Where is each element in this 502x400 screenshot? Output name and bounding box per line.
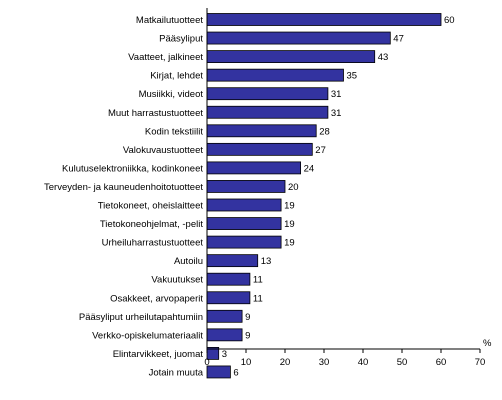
category-label-10: Tietokoneet, oheislaitteet [98, 201, 204, 212]
bar-2 [206, 50, 376, 63]
category-label-4: Musiikki, videot [139, 89, 204, 100]
value-label-8: 24 [304, 163, 315, 174]
value-label-4: 31 [331, 89, 342, 100]
value-label-7: 27 [315, 145, 326, 156]
bar-8 [206, 161, 301, 175]
x-axis-ticks: 0 10 20 30 40 50 60 70 [204, 349, 485, 368]
bar-6 [206, 124, 317, 138]
category-label-6: Kodin tekstiilit [145, 126, 203, 137]
category-label-2: Vaatteet, jalkineet [128, 52, 203, 63]
x-axis-unit-label: % [483, 338, 492, 349]
category-label-9: Terveyden- ja kauneudenhoitotuotteet [44, 182, 203, 193]
value-label-2: 43 [378, 52, 389, 63]
bar-7 [206, 142, 313, 156]
category-labels: Matkailutuotteet Pääsyliput Vaatteet, jalk… [44, 15, 204, 378]
value-label-17: 9 [245, 330, 250, 341]
x-tick-label-4: 40 [358, 357, 369, 368]
value-label-18: 3 [222, 349, 227, 360]
category-label-11: Tietokoneohjelmat, -pelit [100, 219, 204, 230]
x-tick-label-7: 70 [475, 357, 486, 368]
bar-11 [206, 217, 282, 230]
category-label-7: Valokuvaustuotteet [123, 145, 203, 156]
value-label-5: 31 [331, 108, 342, 119]
value-label-10: 19 [284, 201, 295, 212]
bar-12 [206, 235, 282, 249]
value-label-13: 13 [261, 256, 272, 267]
value-label-9: 20 [288, 182, 299, 193]
bar-4 [206, 87, 329, 101]
value-label-12: 19 [284, 238, 295, 249]
value-label-3: 35 [347, 71, 358, 82]
category-label-8: Kulutuselektroniikka, kodinkoneet [62, 163, 203, 174]
bar-16 [206, 309, 243, 323]
bar-15 [206, 291, 251, 305]
bar-19 [206, 365, 231, 379]
category-label-15: Osakkeet, arvopaperit [110, 293, 203, 304]
x-tick-label-1: 10 [241, 357, 252, 368]
value-label-19: 6 [233, 367, 238, 378]
value-label-11: 19 [284, 219, 295, 230]
bar-5 [206, 105, 329, 119]
x-tick-label-3: 30 [319, 357, 330, 368]
category-label-17: Verkko-opiskelumateriaalit [92, 330, 203, 341]
bar-14 [206, 272, 251, 286]
category-label-3: Kirjat, lehdet [150, 71, 203, 82]
category-label-19: Jotain muuta [149, 367, 204, 378]
value-label-0: 60 [444, 15, 455, 26]
bar-9 [206, 180, 286, 193]
bars-layer [206, 13, 442, 379]
category-label-18: Elintarvikkeet, juomat [113, 349, 204, 360]
category-label-16: Pääsyliput urheilutapahtumiin [79, 312, 203, 323]
x-tick-label-0: 0 [204, 357, 209, 368]
category-label-13: Autoilu [174, 256, 203, 267]
value-label-16: 9 [245, 312, 250, 323]
category-label-12: Urheiluharrastustuotteet [102, 238, 204, 249]
bar-17 [206, 328, 243, 342]
x-tick-label-2: 20 [280, 357, 291, 368]
value-label-15: 11 [253, 293, 263, 304]
bar-13 [206, 254, 259, 268]
bar-0 [206, 13, 442, 26]
value-label-6: 28 [319, 126, 330, 137]
value-label-14: 11 [253, 275, 263, 286]
category-label-14: Vakuutukset [151, 275, 203, 286]
category-label-1: Pääsyliput [159, 34, 203, 45]
bar-10 [206, 198, 282, 212]
bar-18 [206, 346, 220, 360]
x-tick-label-6: 60 [436, 357, 447, 368]
x-tick-label-5: 50 [397, 357, 408, 368]
value-label-1: 47 [393, 34, 404, 45]
category-label-0: Matkailutuotteet [136, 15, 203, 26]
bar-1 [206, 31, 391, 45]
bar-3 [206, 68, 344, 82]
category-label-5: Muut harrastustuotteet [108, 108, 203, 119]
